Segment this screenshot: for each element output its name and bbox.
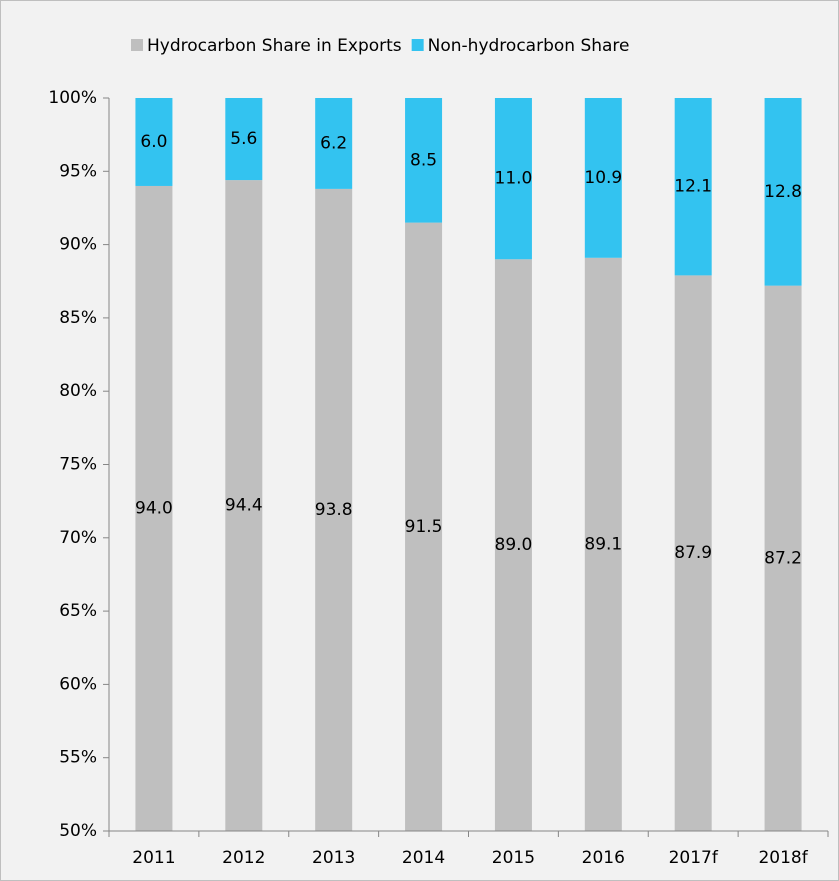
x-tick-label: 2013 (312, 848, 355, 868)
data-label: 87.9 (674, 543, 712, 563)
data-label: 6.2 (320, 133, 347, 153)
bar (135, 98, 173, 186)
data-label: 94.4 (225, 496, 263, 516)
y-tick-label: 100% (48, 88, 97, 108)
x-tick-label: 2011 (132, 848, 175, 868)
x-tick-label: 2015 (492, 848, 535, 868)
bar (225, 98, 263, 181)
bar (225, 180, 263, 831)
bar (584, 257, 622, 831)
bar (494, 259, 532, 831)
x-tick-label: 2012 (222, 848, 265, 868)
x-tick-label: 2018f (758, 848, 808, 868)
bar (764, 98, 802, 286)
bar (405, 222, 443, 832)
data-label: 6.0 (140, 132, 167, 152)
x-tick-label: 2017f (669, 848, 719, 868)
bar (494, 98, 532, 260)
y-tick-label: 55% (59, 748, 97, 768)
data-label: 89.0 (495, 535, 533, 555)
bar (315, 98, 353, 189)
x-tick-label: 2016 (582, 848, 625, 868)
bar (584, 98, 622, 258)
y-tick-label: 65% (59, 601, 97, 621)
bar (135, 185, 173, 831)
y-tick-label: 50% (59, 821, 97, 841)
y-tick-label: 75% (59, 455, 97, 475)
legend-swatch (411, 39, 424, 51)
legend-swatch (131, 39, 143, 51)
y-tick-label: 90% (59, 235, 97, 255)
y-tick-label: 80% (59, 381, 97, 401)
data-label: 87.2 (764, 548, 802, 568)
legend-label: Hydrocarbon Share in Exports (147, 36, 402, 56)
bar (764, 285, 802, 831)
data-label: 12.1 (674, 177, 712, 197)
data-label: 11.0 (495, 169, 533, 189)
x-tick-label: 2014 (402, 848, 445, 868)
data-label: 10.9 (584, 168, 622, 188)
y-tick-label: 70% (59, 528, 97, 548)
data-label: 91.5 (405, 517, 443, 537)
data-label: 5.6 (230, 129, 257, 149)
data-label: 12.8 (764, 182, 802, 202)
data-label: 89.1 (584, 534, 622, 554)
y-tick-label: 60% (59, 674, 97, 694)
bar (315, 188, 353, 832)
bar (405, 98, 443, 223)
y-tick-label: 95% (59, 161, 97, 181)
data-label: 8.5 (410, 150, 437, 170)
legend-label: Non-hydrocarbon Share (428, 36, 630, 56)
data-label: 94.0 (135, 498, 173, 518)
data-label: 93.8 (315, 500, 353, 520)
bar (674, 275, 712, 831)
bar (674, 98, 712, 276)
y-tick-label: 85% (59, 308, 97, 328)
